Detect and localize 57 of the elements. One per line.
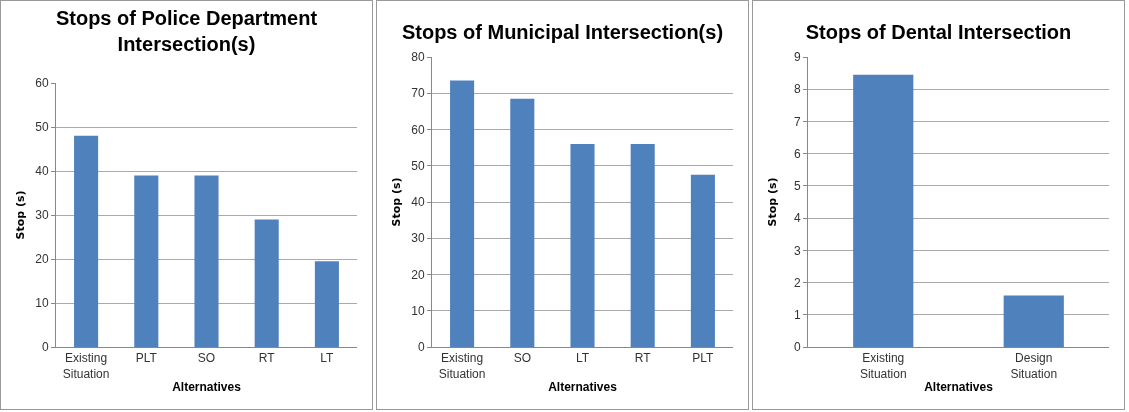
y-tick-label: 20 <box>35 252 49 267</box>
x-tick-label: SO <box>197 351 216 366</box>
x-tick-label: PLT <box>135 351 158 366</box>
bar <box>254 219 279 347</box>
bar <box>630 144 655 347</box>
y-tick-label: 70 <box>411 86 425 101</box>
x-tick-label: PLT <box>692 351 715 366</box>
y-tick-label: 9 <box>793 50 801 65</box>
chart-title: Stops of Dental Intersection <box>805 21 1072 43</box>
y-tick-label: 60 <box>411 122 425 137</box>
x-tick-label: LT <box>575 351 590 366</box>
x-tick-label: RT <box>634 351 652 366</box>
y-tick-label: 30 <box>35 208 49 223</box>
chart-title: Stops of Municipal Intersection(s) <box>401 21 724 43</box>
y-tick-label: 0 <box>417 340 425 355</box>
x-tick-label: Existing Situation <box>859 351 907 381</box>
y-tick-label: 3 <box>793 243 801 258</box>
bar <box>450 80 475 347</box>
y-axis-title: Stop (s) <box>390 177 403 227</box>
x-tick-label: LT <box>320 351 335 366</box>
y-tick-label: 7 <box>793 114 801 129</box>
y-tick-label: 50 <box>35 120 49 135</box>
y-axis-title: Stop (s) <box>14 190 27 240</box>
y-tick-label: 40 <box>411 195 425 210</box>
y-tick-label: 80 <box>411 50 425 65</box>
y-tick-label: 1 <box>793 307 801 322</box>
y-tick-label: 0 <box>793 340 801 355</box>
y-tick-label: 20 <box>411 267 425 282</box>
bar <box>570 144 595 347</box>
y-tick-label: 8 <box>793 82 801 97</box>
bar <box>690 174 715 347</box>
bar <box>510 98 535 347</box>
x-tick-label: RT <box>258 351 276 366</box>
x-axis-title: Alternatives <box>172 379 242 394</box>
y-tick-label: 40 <box>35 164 49 179</box>
x-axis-title: Alternatives <box>548 379 618 394</box>
bar <box>314 261 339 347</box>
y-tick-label: 6 <box>793 146 801 161</box>
y-tick-label: 30 <box>411 231 425 246</box>
y-tick-label: 5 <box>793 179 801 194</box>
bar <box>74 135 99 347</box>
x-tick-label: Existing Situation <box>62 351 110 381</box>
x-axis-title: Alternatives <box>924 379 994 394</box>
x-tick-label: Design Situation <box>1010 351 1058 381</box>
y-axis-title: Stop (s) <box>766 177 779 227</box>
y-tick-label: 0 <box>41 340 49 355</box>
y-tick-label: 2 <box>793 275 801 290</box>
bar <box>134 175 159 347</box>
x-tick-label: Existing Situation <box>438 351 486 381</box>
y-tick-label: 60 <box>35 76 49 91</box>
x-tick-label: SO <box>513 351 531 366</box>
bar <box>194 175 219 347</box>
y-tick-label: 4 <box>793 211 801 226</box>
chart-title: Stops of Police Department Intersection(s) <box>55 7 318 55</box>
y-tick-label: 50 <box>411 158 425 173</box>
y-tick-label: 10 <box>411 303 425 318</box>
y-tick-label: 10 <box>35 296 49 311</box>
